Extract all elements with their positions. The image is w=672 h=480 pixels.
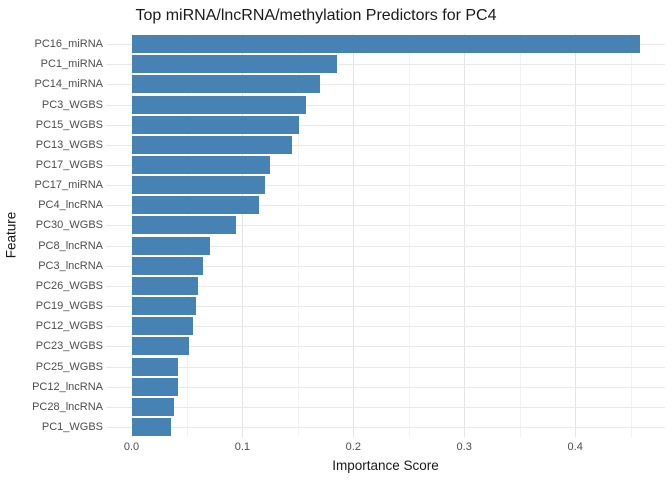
plot-panel — [106, 34, 665, 437]
minor-gridline — [297, 34, 299, 437]
bar — [131, 135, 293, 154]
y-tick-label: PC8_lncRNA — [38, 239, 103, 252]
category-gridline — [106, 285, 665, 287]
bar — [131, 115, 299, 134]
y-tick-label: PC3_WGBS — [41, 98, 103, 111]
category-gridline — [106, 326, 665, 328]
y-tick-label: PC28_lncRNA — [32, 400, 103, 413]
x-tick-label: 0.3 — [456, 441, 472, 453]
y-tick-label: PC1_miRNA — [40, 58, 103, 71]
bar — [131, 196, 259, 215]
minor-gridline — [630, 34, 632, 437]
category-gridline — [106, 426, 665, 428]
category-gridline — [106, 245, 665, 247]
x-tick-label: 0.4 — [567, 441, 583, 453]
bar — [131, 176, 265, 195]
category-gridline — [106, 406, 665, 408]
chart-title: Top miRNA/lncRNA/methylation Predictors … — [135, 7, 497, 24]
minor-gridline — [408, 34, 410, 437]
y-tick-label: PC23_WGBS — [35, 340, 103, 353]
bar — [131, 256, 203, 275]
bar — [131, 397, 174, 416]
bar — [131, 276, 198, 295]
bar — [131, 357, 179, 376]
bar — [131, 95, 306, 114]
y-tick-label: PC14_miRNA — [34, 78, 103, 91]
y-tick-label: PC17_WGBS — [35, 159, 103, 172]
bar — [131, 337, 190, 356]
minor-gridline — [187, 34, 188, 437]
x-tick-label: 0.2 — [345, 441, 361, 453]
y-tick-label: PC1_WGBS — [41, 421, 103, 434]
x-axis-tick-labels: 0.0 0.1 0.2 0.3 0.4 — [106, 441, 665, 455]
bar — [131, 55, 337, 74]
bar — [131, 216, 236, 235]
bar — [131, 156, 271, 174]
major-gridline — [353, 34, 355, 437]
bar — [131, 35, 640, 54]
major-gridline — [464, 34, 466, 437]
category-gridline — [106, 265, 665, 267]
category-gridline — [106, 165, 665, 166]
y-tick-label: PC12_WGBS — [35, 320, 103, 333]
major-gridline — [131, 34, 133, 437]
y-tick-label: PC15_WGBS — [35, 118, 103, 131]
y-tick-label: PC13_WGBS — [35, 138, 103, 151]
category-gridline — [106, 64, 665, 66]
bar — [131, 377, 179, 396]
y-tick-label: PC16_miRNA — [34, 38, 103, 51]
x-axis-title: Importance Score — [332, 458, 439, 473]
y-tick-label: PC19_WGBS — [35, 300, 103, 313]
y-tick-label: PC30_WGBS — [35, 219, 103, 232]
category-gridline — [106, 84, 665, 86]
category-gridline — [106, 185, 665, 187]
category-gridline — [106, 225, 665, 227]
bar — [131, 417, 172, 436]
category-gridline — [106, 306, 665, 307]
y-tick-label: PC4_lncRNA — [38, 199, 103, 212]
major-gridline — [242, 34, 244, 437]
y-tick-label: PC3_lncRNA — [38, 259, 103, 272]
major-gridline — [575, 34, 577, 437]
y-tick-label: PC12_lncRNA — [32, 380, 103, 393]
bar — [131, 75, 321, 94]
category-gridline — [106, 144, 665, 146]
bar — [131, 297, 196, 315]
y-axis-tick-labels: PC16_miRNA PC1_miRNA PC14_miRNA PC3_WGBS PC1… — [14, 34, 103, 437]
minor-gridline — [519, 34, 521, 437]
category-gridline — [106, 346, 665, 348]
x-tick-label: 0.0 — [123, 441, 140, 453]
y-tick-label: PC25_WGBS — [35, 360, 103, 373]
bar — [131, 236, 211, 255]
y-tick-label: PC26_WGBS — [35, 279, 103, 292]
category-gridline — [106, 124, 665, 126]
bar — [131, 317, 193, 336]
category-gridline — [106, 104, 665, 106]
category-gridline — [106, 366, 665, 368]
y-tick-label: PC17_miRNA — [34, 179, 103, 192]
x-tick-label: 0.1 — [234, 441, 251, 453]
category-gridline — [106, 205, 665, 207]
category-gridline — [106, 386, 665, 388]
